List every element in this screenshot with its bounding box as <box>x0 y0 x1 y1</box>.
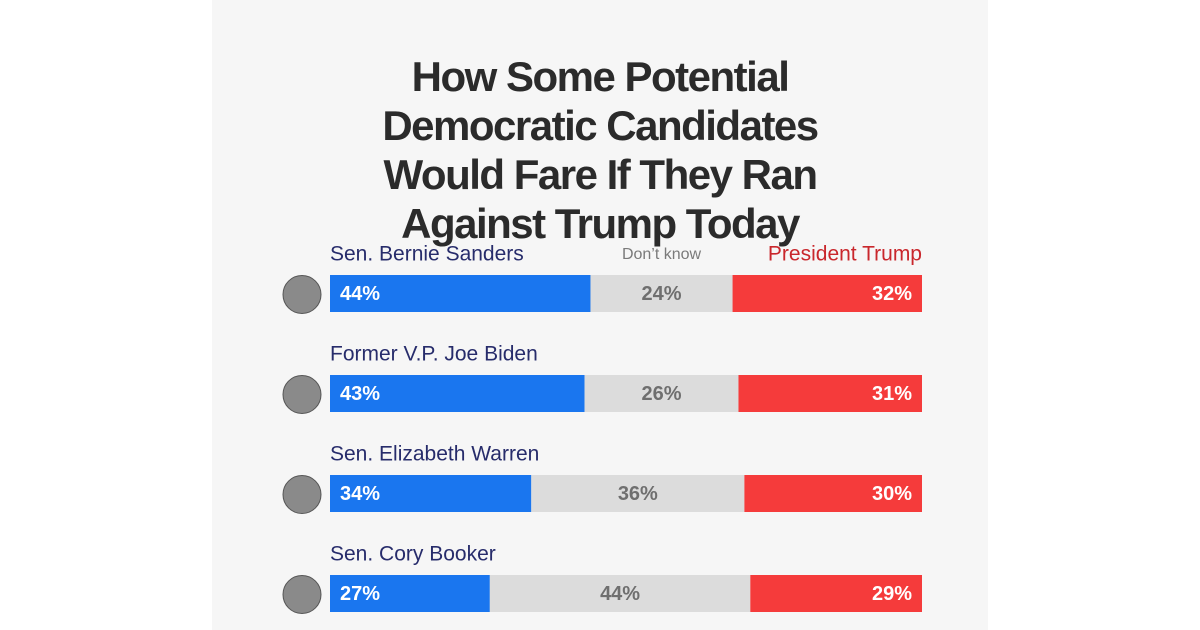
value-label: 24% <box>642 283 682 305</box>
value-label: 36% <box>618 483 658 505</box>
bar-segment <box>330 575 490 612</box>
bar-segment <box>531 475 745 512</box>
value-label: 31% <box>872 383 912 405</box>
bar-segment <box>330 275 591 312</box>
candidate-photo <box>282 275 322 314</box>
value-label: 29% <box>872 583 912 605</box>
bar-segment <box>744 475 922 512</box>
legend-label: President Trump <box>768 243 922 266</box>
bar-segment <box>590 275 733 312</box>
candidate-photo <box>282 575 322 614</box>
candidate-label: Sen. Cory Booker <box>330 543 496 566</box>
value-label: 27% <box>340 583 380 605</box>
bar-segment <box>750 575 922 612</box>
bar-segment <box>584 375 739 412</box>
value-label: 43% <box>340 383 380 405</box>
value-label: 44% <box>340 283 380 305</box>
value-label: 34% <box>340 483 380 505</box>
bar-segment <box>489 575 751 612</box>
legend-label: Don’t know <box>622 246 702 263</box>
candidate-label: Sen. Elizabeth Warren <box>330 443 539 466</box>
candidate-label: Former V.P. Joe Biden <box>330 343 538 366</box>
bar-segment <box>330 375 585 412</box>
candidate-photo <box>282 475 322 514</box>
chart-title: How Some Potential Democratic Candidates… <box>382 53 819 247</box>
bar-segment <box>330 475 532 512</box>
value-label: 30% <box>872 483 912 505</box>
candidate-label: Sen. Bernie Sanders <box>330 243 524 266</box>
bar-segment <box>738 375 922 412</box>
background-panel <box>212 0 988 630</box>
value-label: 26% <box>642 383 682 405</box>
value-label: 32% <box>872 283 912 305</box>
value-label: 44% <box>600 583 640 605</box>
bar-segment <box>732 275 922 312</box>
candidate-photo <box>282 375 322 414</box>
